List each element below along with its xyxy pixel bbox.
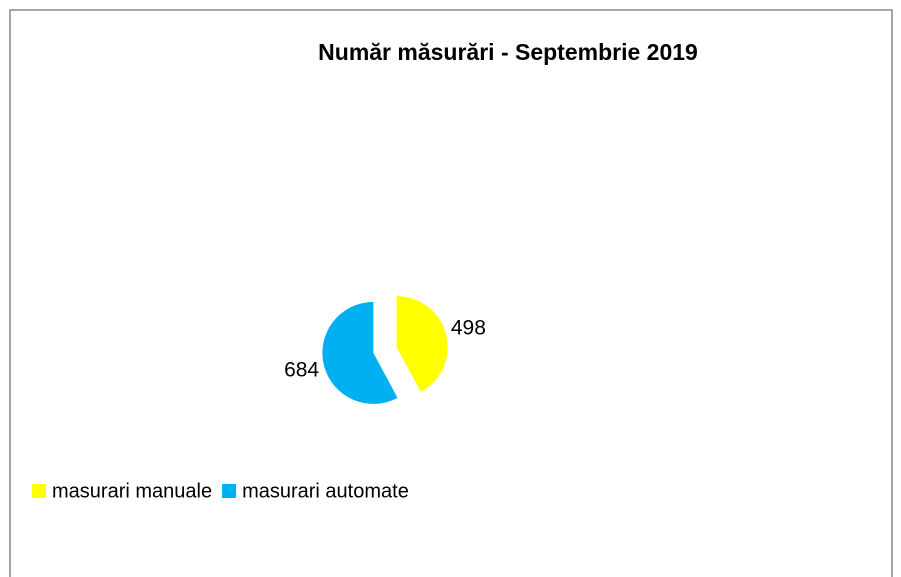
- pie-slice: [396, 296, 448, 392]
- chart-title: Număr măsurări - Septembrie 2019: [318, 39, 698, 65]
- chart-frame: [9, 9, 893, 577]
- legend-swatch: [32, 484, 46, 498]
- pie-slice: [322, 301, 398, 404]
- legend-label: masurari manuale: [52, 480, 212, 502]
- data-label: 684: [284, 359, 319, 382]
- legend-swatch: [222, 484, 237, 498]
- data-label: 498: [451, 317, 486, 340]
- legend-label: masurari automate: [242, 480, 409, 502]
